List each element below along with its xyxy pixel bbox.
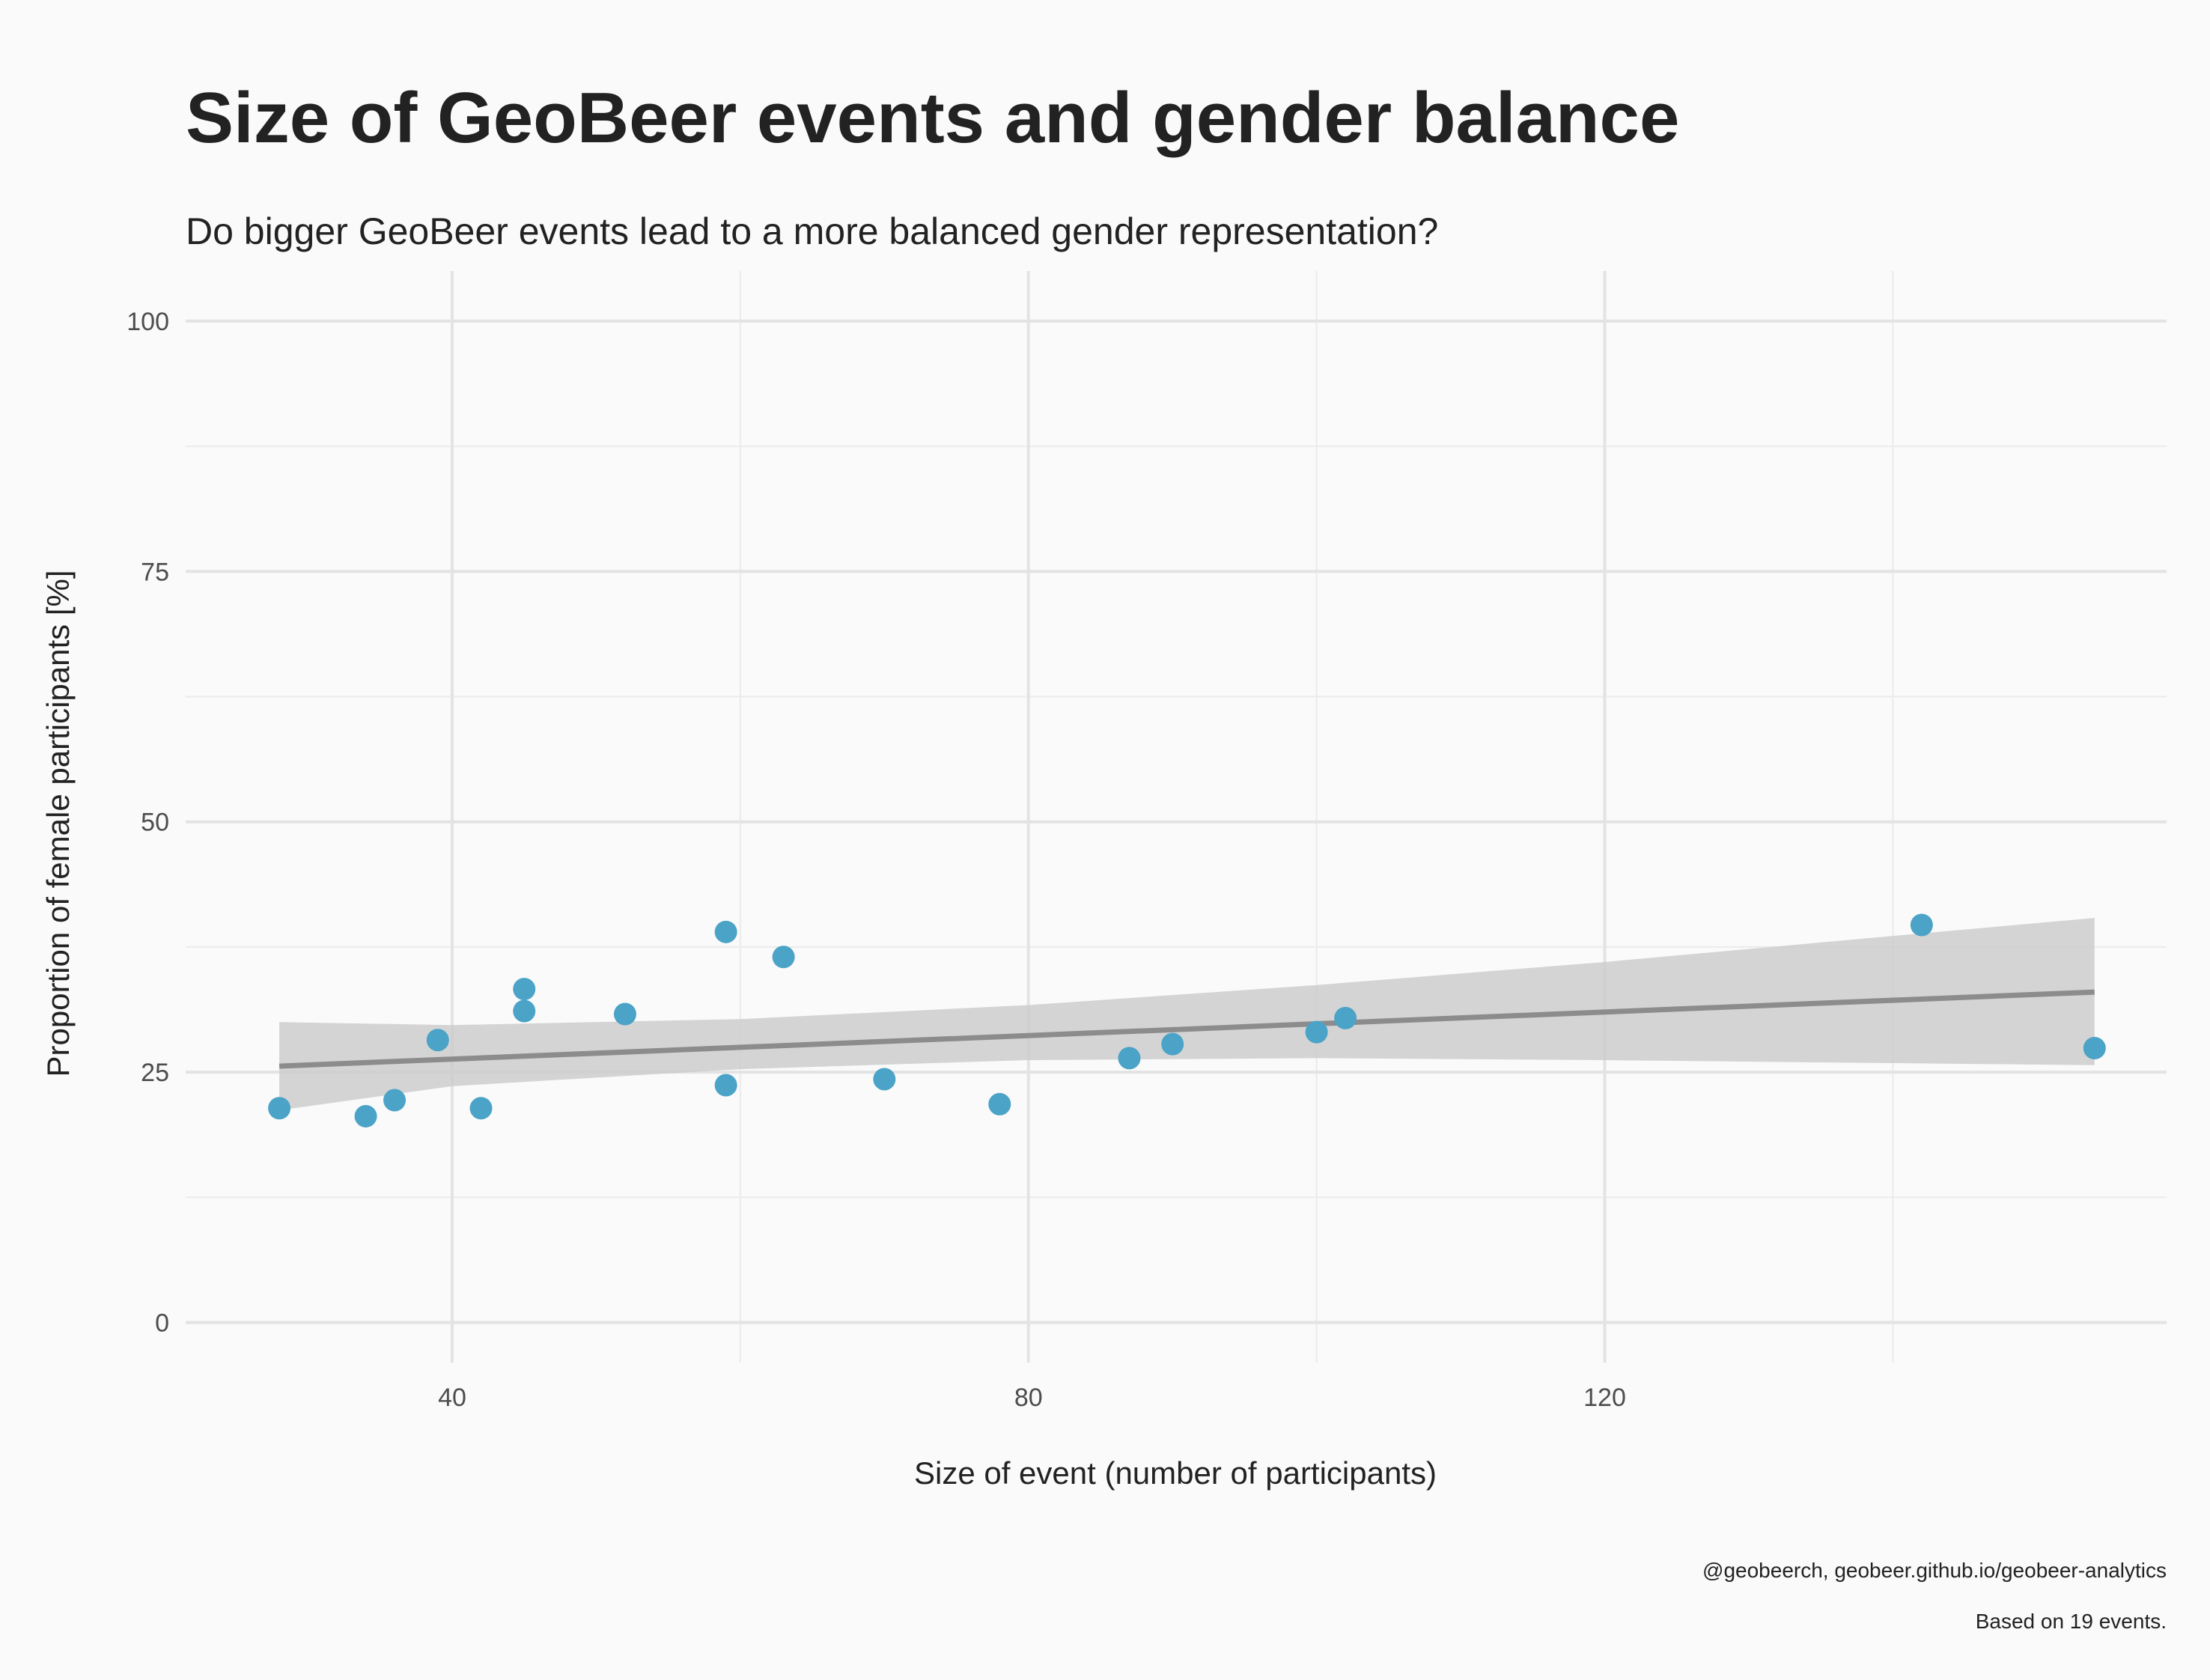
- data-point-11: [873, 1068, 896, 1091]
- trend-line: [278, 989, 2095, 1069]
- y-tick-label-0: 0: [155, 1309, 169, 1337]
- data-point-3: [426, 1029, 449, 1052]
- x-axis-ticks: 40 80 120: [438, 1384, 1626, 1412]
- y-tick-label-4: 100: [127, 308, 169, 336]
- data-point-9: [714, 1074, 737, 1097]
- data-point-15: [1305, 1020, 1328, 1044]
- data-point-8: [714, 920, 737, 943]
- y-tick-label-2: 50: [141, 809, 169, 837]
- regression-line: [278, 989, 2095, 1069]
- data-point-16: [1334, 1006, 1357, 1029]
- confidence-band: [279, 918, 2095, 1110]
- data-point-1: [354, 1104, 377, 1127]
- data-point-18: [2083, 1036, 2106, 1059]
- caption-source: @geobeerch, geobeer.github.io/geobeer-an…: [1702, 1559, 2167, 1582]
- data-point-6: [513, 999, 536, 1023]
- data-point-5: [513, 978, 536, 1001]
- data-point-14: [1161, 1032, 1184, 1056]
- x-tick-label-0: 40: [438, 1384, 466, 1412]
- data-point-10: [772, 946, 795, 969]
- data-point-2: [383, 1089, 407, 1112]
- data-point-4: [469, 1097, 493, 1120]
- data-point-13: [1118, 1047, 1141, 1070]
- x-axis-label: Size of event (number of participants): [914, 1455, 1437, 1491]
- chart-title: Size of GeoBeer events and gender balanc…: [186, 78, 1679, 158]
- x-tick-label-2: 120: [1583, 1384, 1626, 1412]
- x-tick-label-1: 80: [1014, 1384, 1043, 1412]
- y-tick-label-3: 75: [141, 558, 169, 586]
- data-point-0: [268, 1097, 291, 1120]
- chart-subtitle: Do bigger GeoBeer events lead to a more …: [186, 210, 1438, 252]
- caption-note: Based on 19 events.: [1976, 1610, 2167, 1633]
- y-tick-label-1: 25: [141, 1059, 169, 1087]
- data-points: [268, 913, 2106, 1127]
- data-point-17: [1910, 913, 1933, 937]
- data-point-12: [988, 1092, 1011, 1116]
- data-point-7: [613, 1002, 636, 1026]
- confidence-band-area: [279, 918, 2095, 1110]
- y-axis-label: Proportion of female participants [%]: [40, 570, 76, 1077]
- y-axis-ticks: 0 25 50 75 100: [127, 308, 169, 1338]
